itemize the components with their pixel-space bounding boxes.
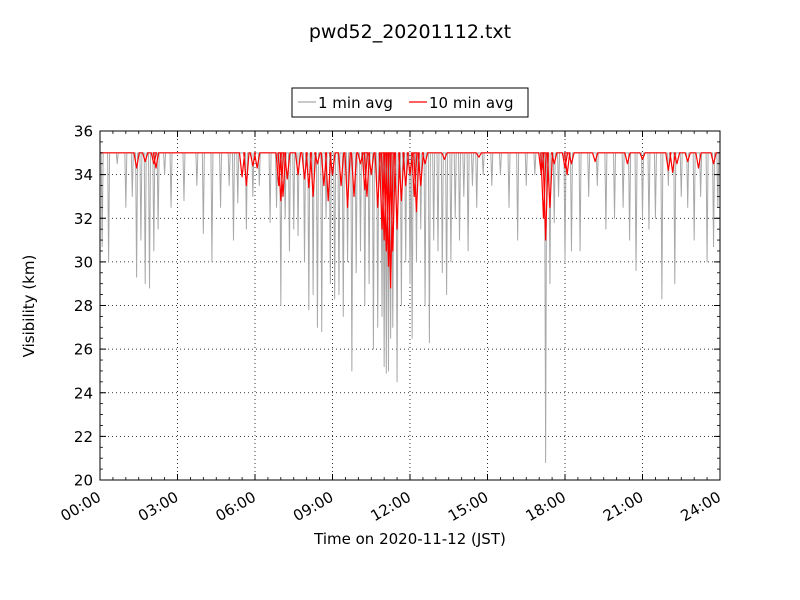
grid-lines [99,130,721,481]
x-tick-label: 09:00 [290,488,336,525]
plot-area [99,130,721,481]
x-tick-label: 06:00 [213,488,259,525]
y-axis-label: Visibility (km) [20,255,38,358]
x-tick-label: 21:00 [600,488,646,525]
x-tick-label: 12:00 [368,488,414,525]
x-tick-label: 24:00 [678,488,724,525]
y-tick-label: 28 [74,297,93,315]
y-tick-label: 26 [74,341,93,359]
x-tick-label: 00:00 [58,488,104,525]
y-tick-label: 20 [74,472,93,490]
x-axis-label: Time on 2020-11-12 (JST) [313,530,506,548]
x-tick-label: 15:00 [445,488,491,525]
y-tick-labels: 20 22 24 26 28 30 32 34 36 [74,123,93,490]
y-tick-label: 24 [74,384,93,402]
y-tick-label: 32 [74,210,93,228]
legend-label-1-min-avg: 1 min avg [318,94,393,112]
chart-title: pwd52_20201112.txt [309,21,511,43]
legend-label-10-min-avg: 10 min avg [429,94,514,112]
x-tick-label: 18:00 [523,488,569,525]
y-tick-label: 30 [74,253,93,271]
x-tick-labels: 00:00 03:00 06:00 09:00 12:00 15:00 18:00 21:00… [58,488,724,525]
x-tick-label: 03:00 [135,488,181,525]
series-layer [100,152,720,464]
y-tick-label: 22 [74,428,93,446]
tick-marks [99,130,721,481]
series-10-min-avg [100,152,720,289]
y-tick-label: 36 [74,123,93,141]
legend: 1 min avg 10 min avg [291,87,529,118]
y-tick-label: 34 [74,166,93,184]
